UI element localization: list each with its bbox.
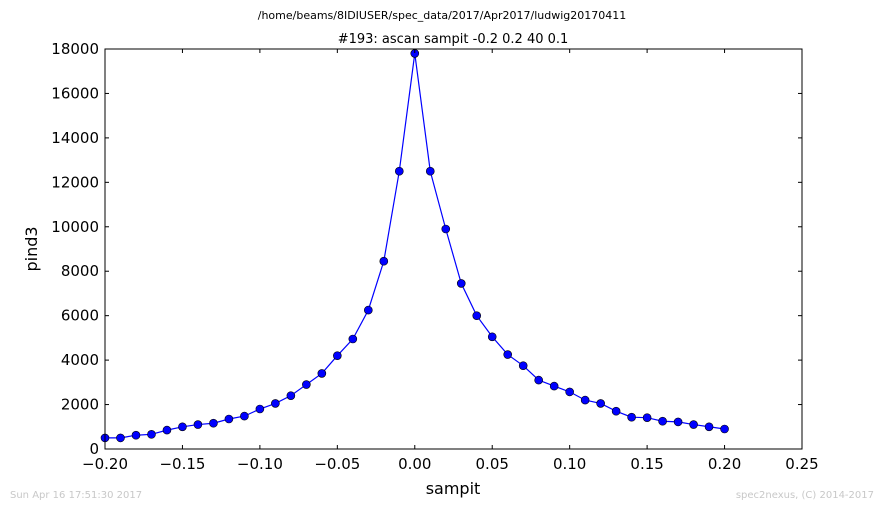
y-tick-label: 10000 <box>51 218 99 236</box>
data-point <box>394 166 404 176</box>
y-tick-label: 4000 <box>61 351 99 369</box>
footer-timestamp: Sun Apr 16 17:51:30 2017 <box>10 490 142 501</box>
data-point <box>580 395 590 405</box>
data-point <box>534 375 543 385</box>
data-point <box>565 387 574 397</box>
data-point <box>162 425 172 435</box>
plot-marks <box>100 49 729 443</box>
data-point <box>611 406 621 416</box>
x-axis: −0.20 −0.15 −0.10 −0.05 0.00 0.05 0.10 0.15 0.20… <box>82 49 819 473</box>
chart-title: #193: ascan sampit -0.2 0.2 40 0.1 <box>338 32 569 47</box>
data-point <box>302 380 311 389</box>
data-point <box>240 411 249 421</box>
data-point <box>317 369 327 378</box>
data-point <box>271 399 280 408</box>
x-tick-label: 0.20 <box>708 455 741 473</box>
data-point <box>178 422 187 432</box>
data-point <box>720 424 729 434</box>
y-tick-label: 2000 <box>61 396 99 414</box>
data-point <box>333 351 342 360</box>
data-point <box>425 166 435 176</box>
data-point <box>456 279 466 288</box>
y-tick-label: 16000 <box>51 84 99 102</box>
data-point <box>348 334 358 344</box>
data-point <box>518 361 528 370</box>
data-point <box>487 332 497 342</box>
x-tick-label: 0.00 <box>398 455 431 473</box>
data-point <box>224 414 234 424</box>
data-point <box>503 350 513 359</box>
data-point <box>147 430 156 439</box>
data-point <box>379 256 389 266</box>
data-point <box>193 420 203 429</box>
data-point <box>658 416 667 426</box>
data-point <box>689 420 698 429</box>
data-point <box>596 399 605 408</box>
data-point <box>364 305 373 315</box>
data-point <box>673 417 683 427</box>
data-point <box>255 404 265 414</box>
x-tick-label: 0.10 <box>553 455 586 473</box>
data-point <box>627 412 636 422</box>
y-axis: 0 2000 4000 6000 8000 10000 12000 14000 16000 180… <box>51 40 802 458</box>
data-point <box>116 433 125 443</box>
data-point <box>472 311 482 320</box>
y-tick-label: 12000 <box>51 173 99 191</box>
footer-credit: spec2nexus, (C) 2014-2017 <box>736 490 874 501</box>
data-point <box>286 391 296 400</box>
x-tick-label: 0.25 <box>785 455 818 473</box>
x-tick-label: −0.20 <box>82 455 128 473</box>
data-point <box>549 381 559 391</box>
data-point <box>704 422 714 432</box>
chart-suptitle: /home/beams/8IDIUSER/spec_data/2017/Apr2… <box>258 9 627 22</box>
x-tick-label: 0.05 <box>476 455 509 473</box>
data-point <box>209 418 218 428</box>
data-point <box>441 224 451 234</box>
y-tick-label: 8000 <box>61 262 99 280</box>
y-axis-label: pind3 <box>22 226 41 271</box>
data-point <box>131 430 141 440</box>
x-tick-label: −0.10 <box>237 455 283 473</box>
x-tick-label: −0.05 <box>314 455 360 473</box>
y-tick-label: 0 <box>89 440 99 458</box>
x-tick-label: 0.15 <box>630 455 663 473</box>
y-tick-label: 18000 <box>51 40 99 58</box>
x-axis-label: sampit <box>426 479 481 498</box>
data-point <box>642 413 652 422</box>
series-line <box>105 53 725 439</box>
x-tick-label: −0.15 <box>159 455 205 473</box>
y-tick-label: 14000 <box>51 129 99 147</box>
plot-frame <box>104 48 803 450</box>
y-tick-label: 6000 <box>61 307 99 325</box>
